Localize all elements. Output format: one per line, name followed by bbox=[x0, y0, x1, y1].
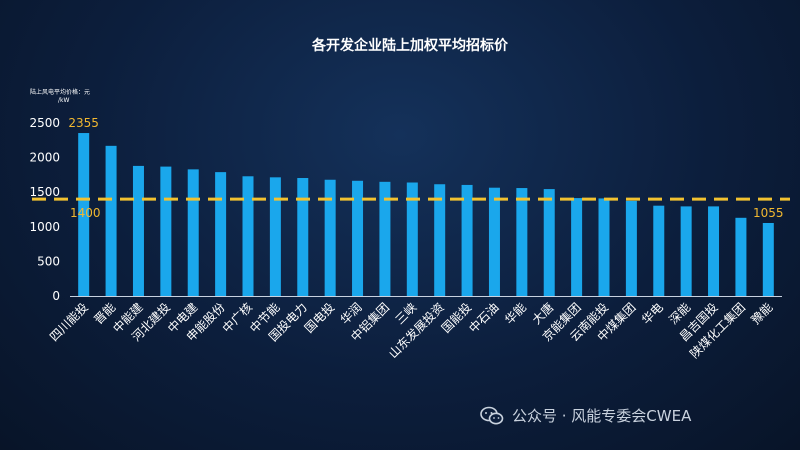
x-axis-ticks: 四川能投 晋能中能建河北建投中电建申能股份中广核中节能国投电力国电投 华润中铝集团三… bbox=[46, 300, 775, 362]
y-tick-label: 2000 bbox=[29, 151, 60, 165]
bar bbox=[352, 180, 364, 296]
bar bbox=[269, 177, 281, 296]
bar bbox=[132, 165, 144, 296]
bar bbox=[160, 166, 172, 296]
data-labels: 2355 1055 bbox=[68, 116, 783, 220]
bar bbox=[105, 145, 117, 296]
x-tick-label: 华能 bbox=[502, 300, 529, 327]
bar bbox=[571, 198, 583, 296]
x-tick-label: 豫能 bbox=[749, 300, 776, 327]
bar bbox=[297, 178, 309, 296]
bar bbox=[78, 133, 90, 296]
bar bbox=[653, 205, 665, 296]
y-tick-label: 1500 bbox=[29, 185, 60, 199]
x-tick-label: 国电投 bbox=[301, 300, 337, 336]
bar bbox=[543, 189, 555, 296]
x-tick-label: 国能投 bbox=[438, 300, 474, 336]
x-tick-label: 中石油 bbox=[466, 300, 502, 336]
chart-title: 各开发企业陆上加权平均招标价 bbox=[311, 37, 509, 54]
bar bbox=[488, 187, 500, 296]
y-axis-ticks: 0 500 1000 1500 2000 2500 bbox=[29, 116, 60, 303]
x-tick-label: 四川能投 bbox=[46, 300, 91, 345]
bar bbox=[598, 198, 610, 296]
data-label: 1055 bbox=[753, 206, 784, 220]
bar bbox=[461, 184, 473, 296]
bar bbox=[434, 184, 446, 296]
x-tick-label: 中广核 bbox=[219, 300, 255, 336]
x-tick-label: 华电 bbox=[639, 300, 666, 327]
bar bbox=[215, 172, 227, 296]
bar bbox=[379, 181, 391, 296]
bar bbox=[516, 188, 528, 296]
y-tick-label: 500 bbox=[37, 254, 60, 268]
reference-line-label: 1400 bbox=[70, 206, 101, 220]
bar bbox=[762, 222, 774, 296]
bar bbox=[708, 206, 720, 296]
y-axis-label-line2: /kW bbox=[58, 97, 69, 104]
bar bbox=[324, 179, 336, 296]
bars bbox=[78, 133, 774, 296]
bar bbox=[242, 176, 254, 296]
y-axis-label: 陆上风电平均价格：元 /kW bbox=[30, 88, 92, 104]
y-tick-label: 2500 bbox=[29, 116, 60, 130]
watermark-text: 公众号 · 风能专委会CWEA bbox=[512, 407, 692, 425]
bar bbox=[735, 217, 747, 296]
y-tick-label: 0 bbox=[52, 289, 60, 303]
watermark: 公众号 · 风能专委会CWEA bbox=[480, 405, 691, 426]
wechat-icon bbox=[480, 406, 504, 424]
bar bbox=[680, 206, 692, 296]
bar bbox=[625, 200, 637, 296]
bar bbox=[406, 182, 418, 296]
bar bbox=[187, 169, 199, 296]
y-axis-label-line1: 陆上风电平均价格：元 bbox=[30, 88, 90, 96]
y-tick-label: 1000 bbox=[29, 220, 60, 234]
data-label: 2355 bbox=[68, 116, 99, 130]
